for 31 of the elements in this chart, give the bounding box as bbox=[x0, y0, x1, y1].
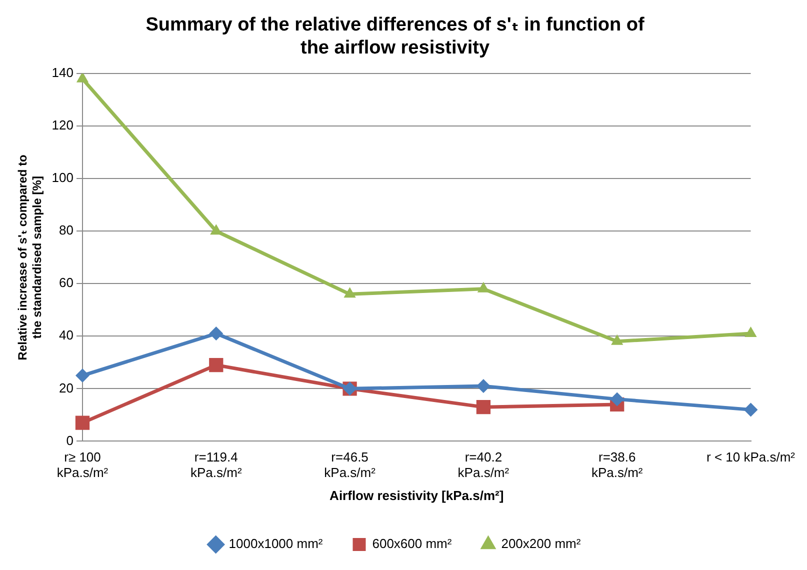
point bbox=[611, 334, 624, 345]
y-tick-label: 60 bbox=[59, 275, 74, 290]
x-tick-label: r=38.6 kPa.s/m² bbox=[591, 450, 644, 480]
point bbox=[610, 392, 624, 406]
point bbox=[476, 400, 491, 414]
x-axis-title: Airflow resistivity [kPa.s/m²] bbox=[330, 488, 504, 503]
y-tick-label: 120 bbox=[52, 118, 74, 133]
point bbox=[75, 416, 90, 430]
x-tick-label: r=40.2 kPa.s/m² bbox=[458, 450, 510, 480]
point bbox=[75, 368, 90, 383]
y-tick-label: 40 bbox=[59, 328, 74, 343]
point bbox=[744, 326, 757, 338]
chart-title: Summary of the relative differences of s'ₜ in function of the airflow resistivity bbox=[146, 14, 645, 58]
x-tick-label: r≥ 100 kPa.s/m² bbox=[56, 450, 109, 480]
legend-label: 200x200 mm² bbox=[501, 536, 582, 552]
x-tick-label: r=46.5 kPa.s/m² bbox=[324, 450, 376, 480]
y-tick-label: 20 bbox=[59, 380, 74, 396]
x-tick-label: r < 10 kPa.s/m² bbox=[706, 450, 796, 465]
legend-label: 1000x1000 mm² bbox=[228, 536, 324, 552]
point bbox=[209, 326, 224, 341]
y-axis-title: Relative increase of s'ₜ compared to the standardised sample [%] bbox=[16, 154, 44, 360]
point bbox=[476, 379, 490, 394]
y-tick-label: 140 bbox=[52, 65, 74, 80]
y-tick-label: 0 bbox=[66, 432, 74, 448]
point bbox=[744, 402, 758, 417]
x-tick-label: r=119.4 kPa.s/m² bbox=[190, 450, 242, 480]
point bbox=[209, 358, 224, 372]
point bbox=[344, 287, 356, 298]
y-tick-label: 100 bbox=[52, 170, 74, 186]
legend-label: 600x600 mm² bbox=[372, 536, 452, 552]
y-tick-label: 80 bbox=[59, 222, 74, 238]
